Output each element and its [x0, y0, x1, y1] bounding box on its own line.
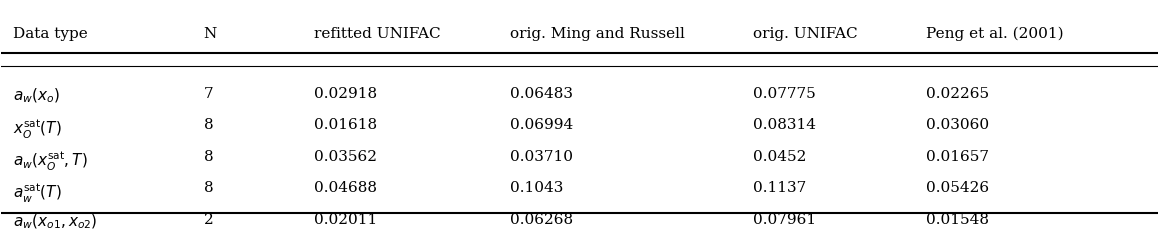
Text: 0.04688: 0.04688 [314, 181, 377, 195]
Text: 0.08314: 0.08314 [753, 118, 816, 132]
Text: 8: 8 [204, 181, 213, 195]
Text: 8: 8 [204, 118, 213, 132]
Text: 0.03562: 0.03562 [314, 150, 377, 164]
Text: 0.01548: 0.01548 [926, 213, 990, 227]
Text: 7: 7 [204, 87, 213, 101]
Text: $a_w(x_o)$: $a_w(x_o)$ [13, 87, 60, 105]
Text: $x_O^\mathrm{sat}(T)$: $x_O^\mathrm{sat}(T)$ [13, 118, 61, 141]
Text: 0.01618: 0.01618 [314, 118, 377, 132]
Text: 0.06268: 0.06268 [510, 213, 574, 227]
Text: 0.06483: 0.06483 [510, 87, 574, 101]
Text: 0.01657: 0.01657 [926, 150, 990, 164]
Text: 0.02011: 0.02011 [314, 213, 377, 227]
Text: refitted UNIFAC: refitted UNIFAC [314, 27, 440, 41]
Text: $a_w(x_{o1}, x_{o2})$: $a_w(x_{o1}, x_{o2})$ [13, 213, 97, 231]
Text: 0.1137: 0.1137 [753, 181, 807, 195]
Text: 2: 2 [204, 213, 213, 227]
Text: orig. Ming and Russell: orig. Ming and Russell [510, 27, 685, 41]
Text: 0.02265: 0.02265 [926, 87, 990, 101]
Text: 0.05426: 0.05426 [926, 181, 990, 195]
Text: 0.1043: 0.1043 [510, 181, 563, 195]
Text: Peng et al. (2001): Peng et al. (2001) [926, 27, 1064, 41]
Text: 0.0452: 0.0452 [753, 150, 807, 164]
Text: $a_w(x_O^\mathrm{sat}, T)$: $a_w(x_O^\mathrm{sat}, T)$ [13, 150, 88, 173]
Text: N: N [204, 27, 217, 41]
Text: 0.03710: 0.03710 [510, 150, 574, 164]
Text: 0.02918: 0.02918 [314, 87, 377, 101]
Text: 8: 8 [204, 150, 213, 164]
Text: 0.06994: 0.06994 [510, 118, 574, 132]
Text: 0.07961: 0.07961 [753, 213, 816, 227]
Text: orig. UNIFAC: orig. UNIFAC [753, 27, 858, 41]
Text: 0.03060: 0.03060 [926, 118, 990, 132]
Text: $a_w^\mathrm{sat}(T)$: $a_w^\mathrm{sat}(T)$ [13, 181, 61, 205]
Text: Data type: Data type [13, 27, 88, 41]
Text: 0.07775: 0.07775 [753, 87, 816, 101]
